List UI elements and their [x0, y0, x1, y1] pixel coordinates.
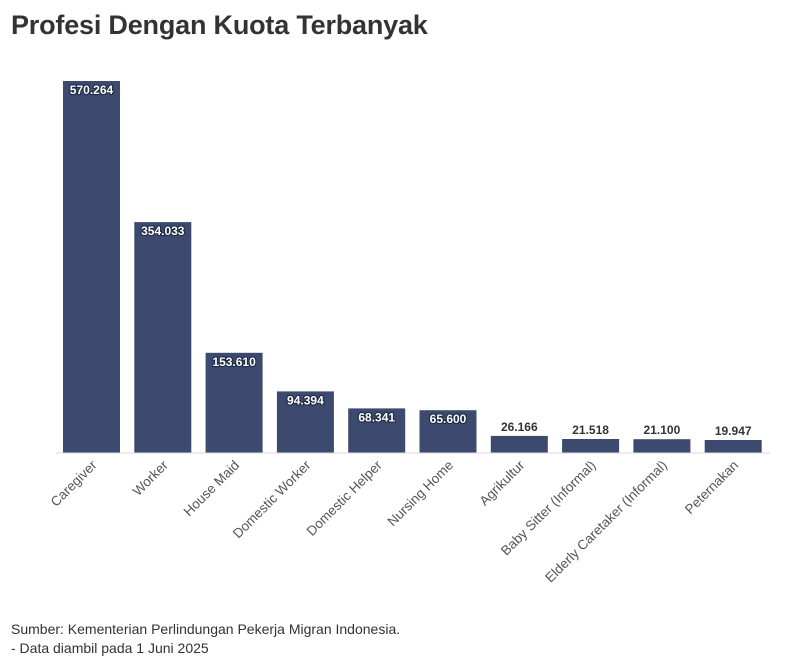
bar-peternakan	[704, 440, 762, 453]
value-label-house-maid: 153.610	[212, 355, 256, 369]
bar-worker	[134, 222, 192, 453]
bar-elderly-caretaker-informal	[633, 439, 691, 453]
bar-chart: 570.264 354.033 153.610 94.394 68.341 65.600 2…	[48, 81, 770, 585]
value-label-peternakan: 19.947	[715, 424, 752, 438]
bars-group	[63, 81, 762, 453]
value-label-elderly-caretaker-informal: 21.100	[644, 423, 681, 437]
bar-agrikultur	[490, 435, 548, 453]
bar-house-maid	[205, 352, 263, 453]
value-label-agrikultur: 26.166	[501, 420, 538, 434]
category-label-caregiver: Caregiver	[48, 457, 100, 509]
value-label-domestic-helper: 68.341	[358, 410, 395, 424]
page-title: Profesi Dengan Kuota Terbanyak	[11, 10, 428, 40]
bar-domestic-helper	[348, 408, 406, 453]
value-labels-group: 570.264 354.033 153.610 94.394 68.341 65.600 2…	[69, 82, 752, 438]
source-note: Sumber: Kementerian Perlindungan Pekerja…	[11, 621, 401, 637]
category-label-peternakan: Peternakan	[682, 458, 741, 517]
category-label-agrikultur: Agrikultur	[476, 457, 527, 508]
value-label-baby-sitter-informal: 21.518	[572, 423, 609, 437]
value-label-nursing-home: 65.600	[430, 412, 467, 426]
category-label-worker: Worker	[130, 457, 172, 499]
category-label-house-maid: House Maid	[181, 458, 243, 520]
value-label-domestic-worker: 94.394	[287, 393, 324, 407]
bar-domestic-worker	[276, 391, 334, 453]
category-label-elderly-caretaker-informal: Elderly Caretaker (Informal)	[542, 458, 670, 586]
bar-nursing-home	[419, 410, 477, 453]
footer: Sumber: Kementerian Perlindungan Pekerja…	[11, 620, 400, 658]
bar-caregiver	[63, 81, 120, 453]
value-label-caregiver: 570.264	[70, 83, 114, 97]
bar-baby-sitter-informal	[562, 439, 620, 453]
category-label-domestic-worker: Domestic Worker	[230, 457, 314, 541]
category-label-domestic-helper: Domestic Helper	[304, 457, 386, 539]
category-label-nursing-home: Nursing Home	[385, 458, 457, 530]
value-label-worker: 354.033	[141, 224, 185, 238]
date-note: - Data diambil pada 1 Juni 2025	[11, 640, 209, 656]
